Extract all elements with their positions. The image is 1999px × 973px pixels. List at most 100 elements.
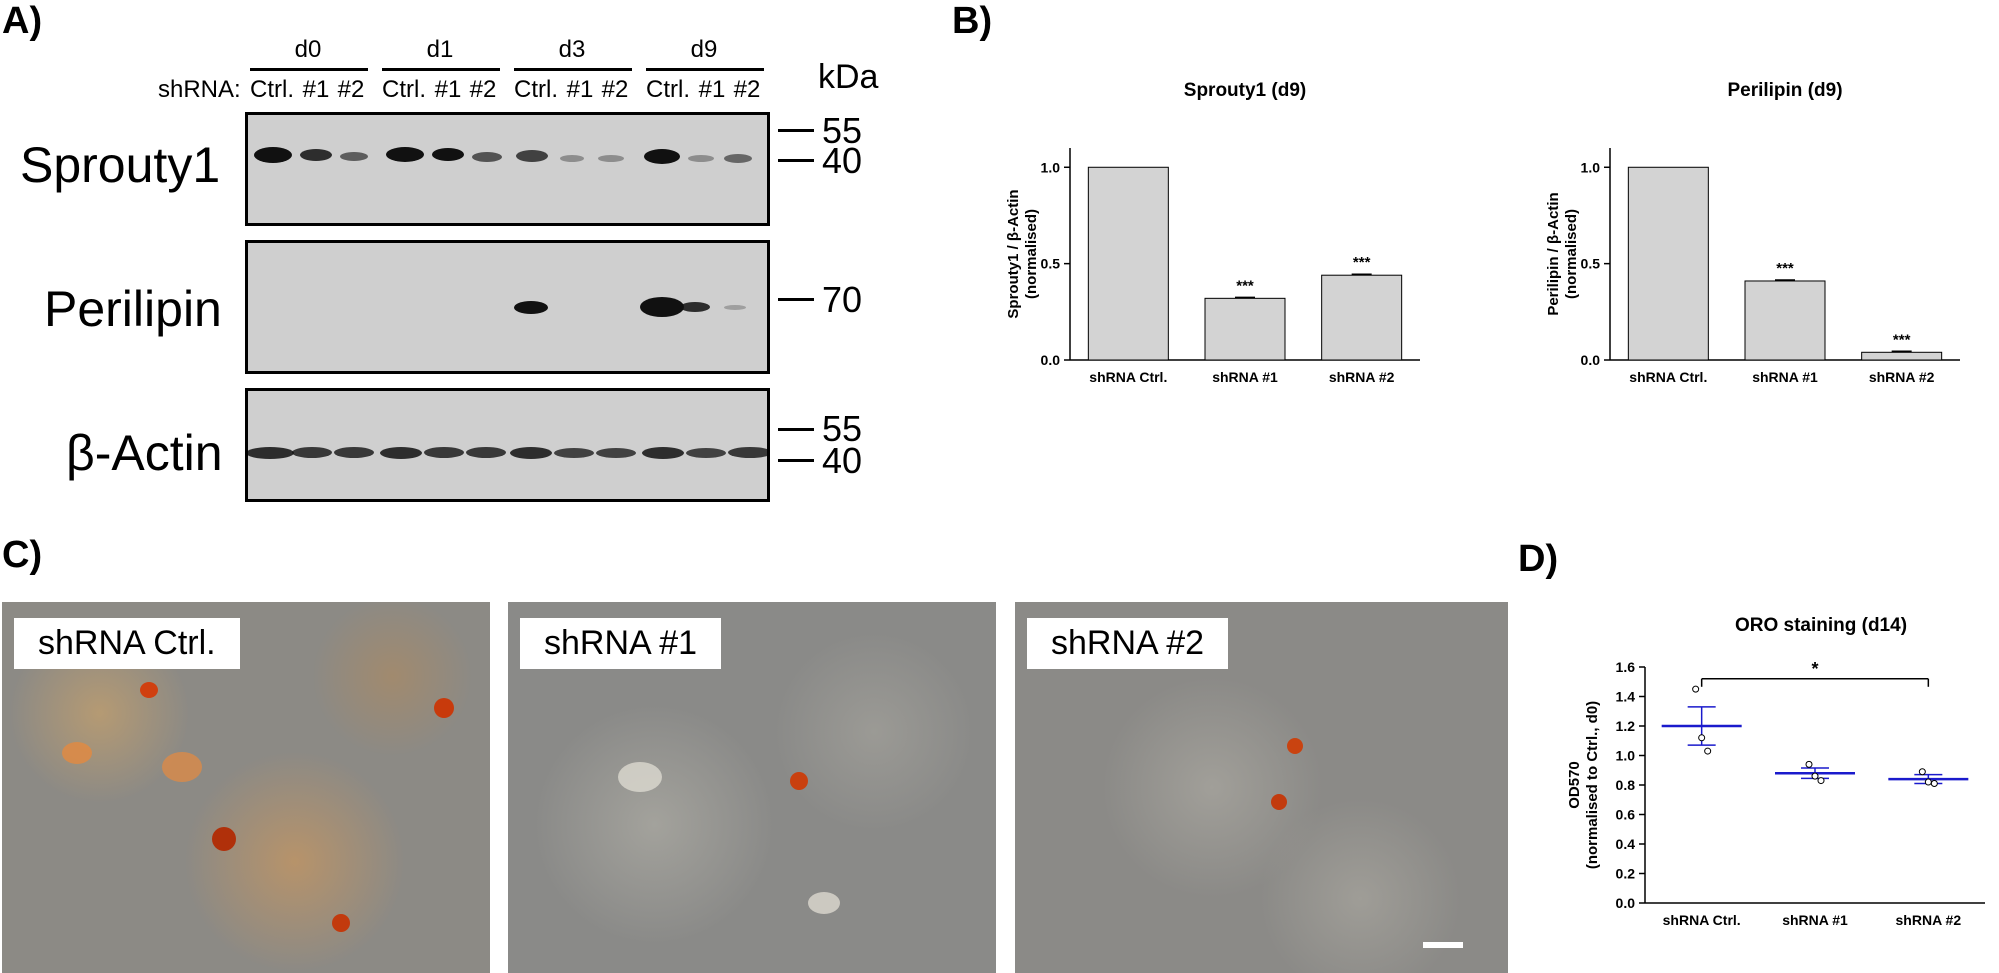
data-point xyxy=(1924,778,1932,786)
band xyxy=(644,149,680,164)
y-tick-label: 1.0 xyxy=(1616,748,1636,764)
lane-label: #1 xyxy=(566,76,594,103)
band xyxy=(596,448,636,458)
bar xyxy=(1321,274,1403,361)
micrograph-shrna-2: shRNA #2 xyxy=(1015,602,1508,973)
band xyxy=(466,447,506,458)
y-tick-label: 0.5 xyxy=(1041,256,1061,272)
x-tick-label: shRNA #1 xyxy=(1212,369,1278,385)
cell-cluster xyxy=(618,762,662,792)
y-tick-label: 1.0 xyxy=(1041,159,1061,175)
band xyxy=(724,154,752,163)
panel-c-label: C) xyxy=(2,534,43,576)
micrograph-label: shRNA #2 xyxy=(1027,618,1229,669)
lipid-droplet xyxy=(62,742,92,764)
data-point xyxy=(1930,780,1938,788)
chart-title: ORO staining (d14) xyxy=(1735,615,1907,636)
lane-label: #1 xyxy=(302,76,330,103)
lipid-droplet xyxy=(790,772,808,790)
blot-perilipin xyxy=(245,240,770,374)
band xyxy=(724,305,746,310)
marker-tick xyxy=(778,159,814,162)
band xyxy=(640,297,684,317)
y-tick-label: 1.6 xyxy=(1616,659,1636,675)
band xyxy=(340,152,368,161)
panel-b-label: B) xyxy=(952,0,993,42)
lane-label: #1 xyxy=(698,76,726,103)
bar xyxy=(1861,351,1943,361)
y-tick-label: 0.8 xyxy=(1616,777,1636,793)
marker-40: 40 xyxy=(822,440,863,481)
marker-70: 70 xyxy=(822,279,863,320)
band xyxy=(432,148,464,161)
y-axis-label-line: (normalised) xyxy=(1023,209,1040,299)
band xyxy=(686,448,726,458)
day-label-d1: d1 xyxy=(426,36,454,63)
band xyxy=(688,155,714,162)
significance-label: *** xyxy=(1353,254,1371,271)
y-tick-label: 0.4 xyxy=(1616,836,1636,852)
micrograph-label: shRNA Ctrl. xyxy=(14,618,240,669)
y-axis-label-line: (normalised) xyxy=(1563,209,1580,299)
chart-title: Perilipin (d9) xyxy=(1727,80,1842,101)
significance-label: *** xyxy=(1776,260,1794,277)
band xyxy=(554,448,594,458)
band xyxy=(254,147,292,163)
blot-label-perilipin: Perilipin xyxy=(44,281,222,337)
lipid-droplet xyxy=(434,698,454,718)
significance-label: * xyxy=(1811,659,1818,679)
micrograph-shrna-ctrl: shRNA Ctrl. xyxy=(2,602,490,973)
x-tick-label: shRNA Ctrl. xyxy=(1663,912,1741,928)
bar xyxy=(1744,280,1826,361)
band xyxy=(472,152,502,162)
band xyxy=(560,155,584,162)
day-underline-d3 xyxy=(514,68,632,71)
significance-label: *** xyxy=(1236,277,1254,294)
lipid-droplet xyxy=(162,752,202,782)
marker-tick xyxy=(778,129,814,132)
band xyxy=(248,447,294,459)
day-underline-d9 xyxy=(646,68,764,71)
y-axis-label-line: (normalised to Ctrl., d0) xyxy=(1584,701,1601,869)
micrograph-label: shRNA #1 xyxy=(520,618,722,669)
x-tick-label: shRNA Ctrl. xyxy=(1089,369,1167,385)
cell-cluster xyxy=(808,892,840,914)
data-point xyxy=(1704,747,1712,755)
x-tick-label: shRNA Ctrl. xyxy=(1629,369,1707,385)
lipid-droplet xyxy=(332,914,350,932)
marker-tick xyxy=(778,428,814,431)
bar xyxy=(1204,297,1286,361)
data-point xyxy=(1817,777,1825,785)
y-tick-label: 0.0 xyxy=(1581,352,1601,368)
band xyxy=(680,302,710,312)
blot-beta-actin xyxy=(245,388,770,502)
y-tick-label: 0.2 xyxy=(1616,866,1636,882)
panel-a-label: A) xyxy=(2,0,43,42)
x-tick-label: shRNA #1 xyxy=(1782,912,1848,928)
lane-label: Ctrl. xyxy=(514,76,558,103)
y-axis-label: OD570(normalised to Ctrl., d0) xyxy=(1566,701,1601,869)
marker-40: 40 xyxy=(822,140,863,181)
y-axis-label: Sprouty1 / β-Actin(normalised) xyxy=(1005,189,1040,318)
y-tick-label: 0.6 xyxy=(1616,807,1636,823)
lane-label: #2 xyxy=(601,76,629,103)
shrna-row-label: shRNA: xyxy=(158,76,241,103)
y-axis-label-line: OD570 xyxy=(1566,761,1583,809)
day-label-d9: d9 xyxy=(690,36,718,63)
y-axis-label-line: Perilipin / β-Actin xyxy=(1545,192,1562,315)
band xyxy=(516,150,548,162)
x-tick-label: shRNA #1 xyxy=(1752,369,1818,385)
bar xyxy=(1627,166,1709,361)
day-underline-d0 xyxy=(250,68,368,71)
bar xyxy=(1087,166,1169,361)
y-tick-label: 0.0 xyxy=(1041,352,1061,368)
band xyxy=(386,147,424,162)
band xyxy=(728,447,767,458)
band xyxy=(642,447,684,459)
lane-label: #2 xyxy=(337,76,365,103)
x-tick-label: shRNA #2 xyxy=(1869,369,1935,385)
lane-label: Ctrl. xyxy=(382,76,426,103)
lipid-droplet xyxy=(212,827,236,851)
data-point xyxy=(1811,772,1819,780)
